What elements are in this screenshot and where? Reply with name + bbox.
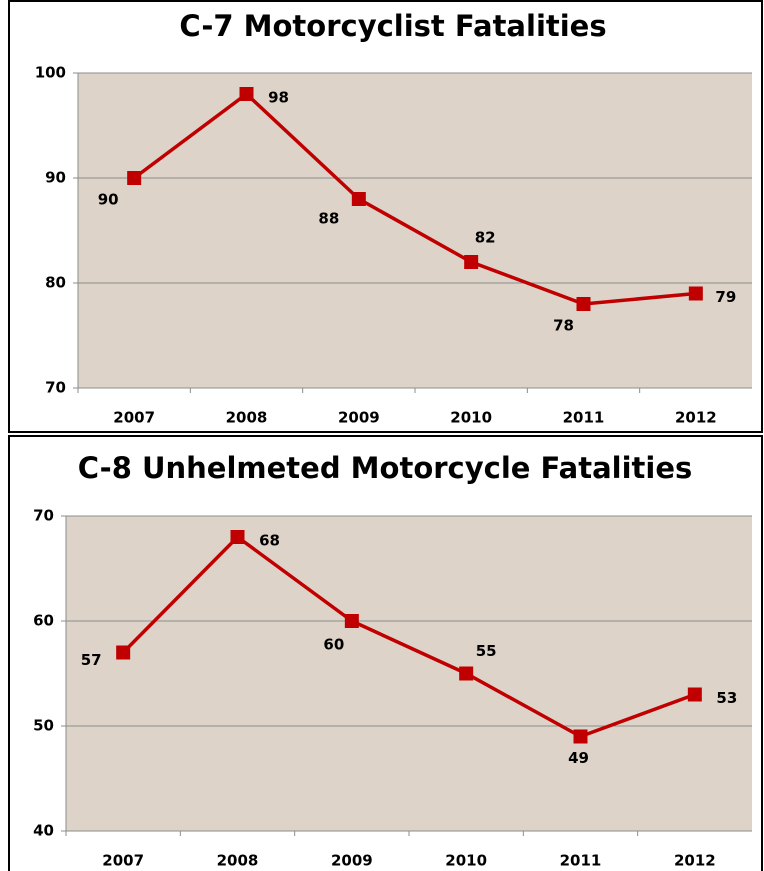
x-tick-label: 2011	[560, 852, 602, 870]
marker	[573, 729, 588, 744]
marker	[351, 192, 366, 206]
x-tick-label: 2008	[226, 409, 268, 427]
data-label: 79	[715, 288, 736, 306]
y-tick-label: 70	[45, 379, 66, 397]
y-tick-label: 40	[33, 822, 54, 840]
data-label: 78	[553, 317, 574, 335]
chart-title: C-7 Motorcyclist Fatalities	[179, 9, 606, 43]
y-tick-label: 50	[33, 717, 54, 735]
marker	[239, 87, 254, 101]
data-label: 57	[81, 651, 102, 669]
y-tick-label: 80	[45, 274, 66, 292]
marker	[230, 530, 245, 544]
data-label: 55	[476, 642, 497, 660]
chart-title: C-8 Unhelmeted Motorcycle Fatalities	[78, 451, 693, 485]
data-label: 90	[98, 191, 119, 209]
data-label: 82	[475, 229, 496, 247]
x-tick-label: 2011	[563, 409, 605, 427]
y-tick-label: 100	[35, 64, 66, 82]
x-tick-label: 2012	[675, 409, 717, 427]
marker	[127, 171, 142, 185]
marker	[576, 297, 591, 311]
plot-area	[66, 516, 752, 831]
x-tick-label: 2009	[338, 409, 380, 427]
data-label: 49	[568, 749, 589, 767]
marker	[116, 645, 131, 660]
marker	[344, 614, 359, 628]
x-tick-label: 2007	[113, 409, 155, 427]
x-tick-label: 2010	[450, 409, 492, 427]
x-tick-label: 2009	[331, 852, 373, 870]
y-tick-label: 70	[33, 507, 54, 525]
data-label: 60	[323, 636, 344, 654]
x-tick-label: 2010	[445, 852, 487, 870]
marker	[459, 666, 474, 681]
y-tick-label: 90	[45, 169, 66, 187]
data-label: 88	[318, 210, 339, 228]
data-label: 98	[268, 89, 289, 107]
marker	[688, 286, 703, 301]
x-tick-label: 2008	[217, 852, 259, 870]
line	[133, 91, 696, 306]
line	[121, 534, 696, 739]
x-tick-label: 2012	[674, 852, 716, 870]
x-tick-label: 2007	[102, 852, 144, 870]
data-label: 68	[259, 532, 280, 550]
y-tick-label: 60	[33, 612, 54, 630]
data-label: 53	[716, 689, 737, 707]
marker	[687, 687, 702, 702]
marker	[464, 255, 479, 269]
